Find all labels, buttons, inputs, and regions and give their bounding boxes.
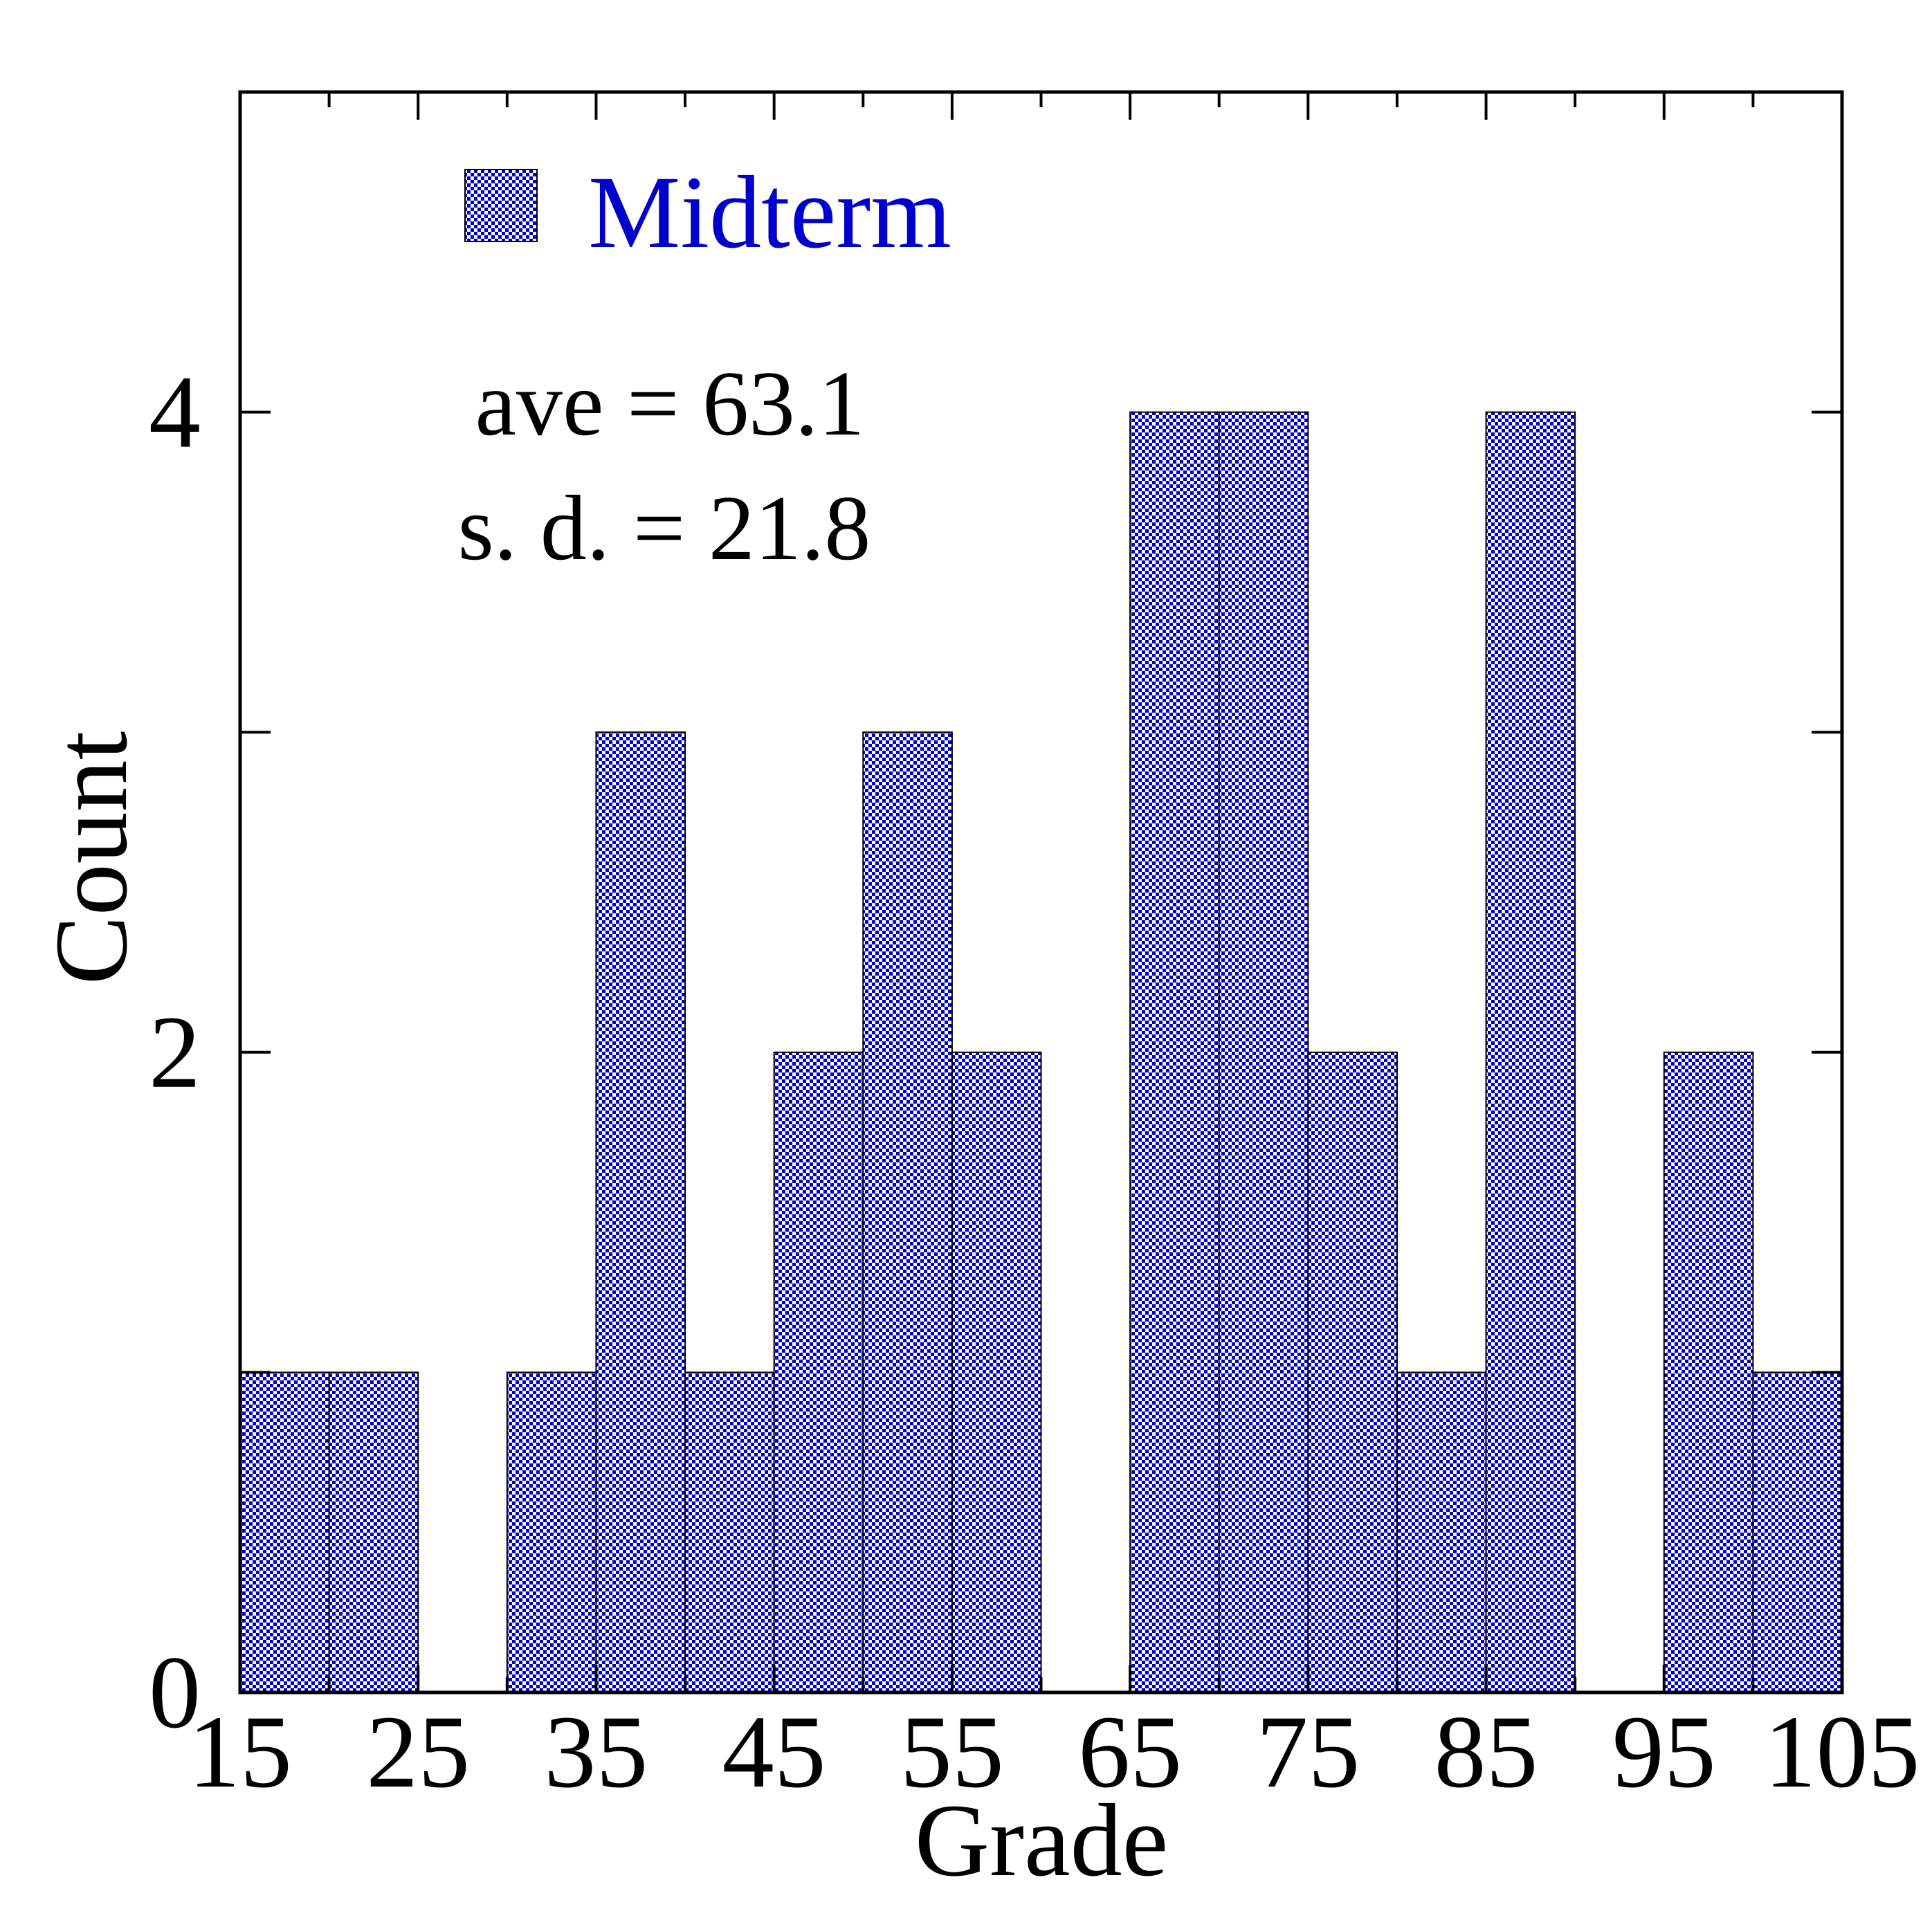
y-tick-label: 2 [149, 995, 201, 1110]
y-tick-label: 0 [149, 1635, 201, 1750]
histogram-bar [1307, 1051, 1398, 1694]
y-axis-title: Count [34, 731, 149, 985]
histogram-bar [595, 731, 686, 1693]
std-dev-annotation: s. d. = 21.8 [458, 477, 871, 579]
legend: Midterm [464, 155, 951, 270]
bars-layer [239, 411, 1843, 1694]
tick-labels-layer: 15 25 35 45 55 65 75 85 95 105 0 2 4 [149, 355, 1920, 1809]
histogram-bar [1663, 1051, 1754, 1694]
legend-label: Midterm [588, 155, 951, 270]
x-tick-label: 95 [1612, 1695, 1716, 1809]
x-tick-label: 105 [1765, 1695, 1920, 1809]
histogram-bar [951, 1051, 1042, 1694]
histogram-bar [1218, 411, 1309, 1693]
x-tick-label: 15 [188, 1695, 292, 1809]
x-tick-label: 85 [1434, 1695, 1538, 1809]
histogram-bar [239, 1371, 330, 1694]
legend-swatch [464, 169, 538, 242]
x-tick-label: 25 [366, 1695, 470, 1809]
average-annotation: ave = 63.1 [475, 352, 864, 455]
x-tick-label: 45 [722, 1695, 826, 1809]
histogram-bar [506, 1371, 597, 1694]
plot-frame [238, 90, 1844, 1695]
histogram-bar [684, 1371, 775, 1694]
histogram-bar [862, 731, 953, 1693]
x-tick-label: 35 [544, 1695, 648, 1809]
histogram-bar [1485, 411, 1576, 1693]
x-tick-label: 65 [1078, 1695, 1182, 1809]
x-tick-label: 55 [900, 1695, 1004, 1809]
histogram-bar [328, 1371, 419, 1694]
histogram-bar [773, 1051, 864, 1694]
histogram-bar [1129, 411, 1220, 1693]
y-tick-label: 4 [149, 355, 201, 470]
x-tick-label: 75 [1256, 1695, 1360, 1809]
x-axis-title: Grade [915, 1783, 1168, 1898]
histogram-bar [1396, 1371, 1487, 1694]
histogram-bar [1752, 1371, 1843, 1694]
